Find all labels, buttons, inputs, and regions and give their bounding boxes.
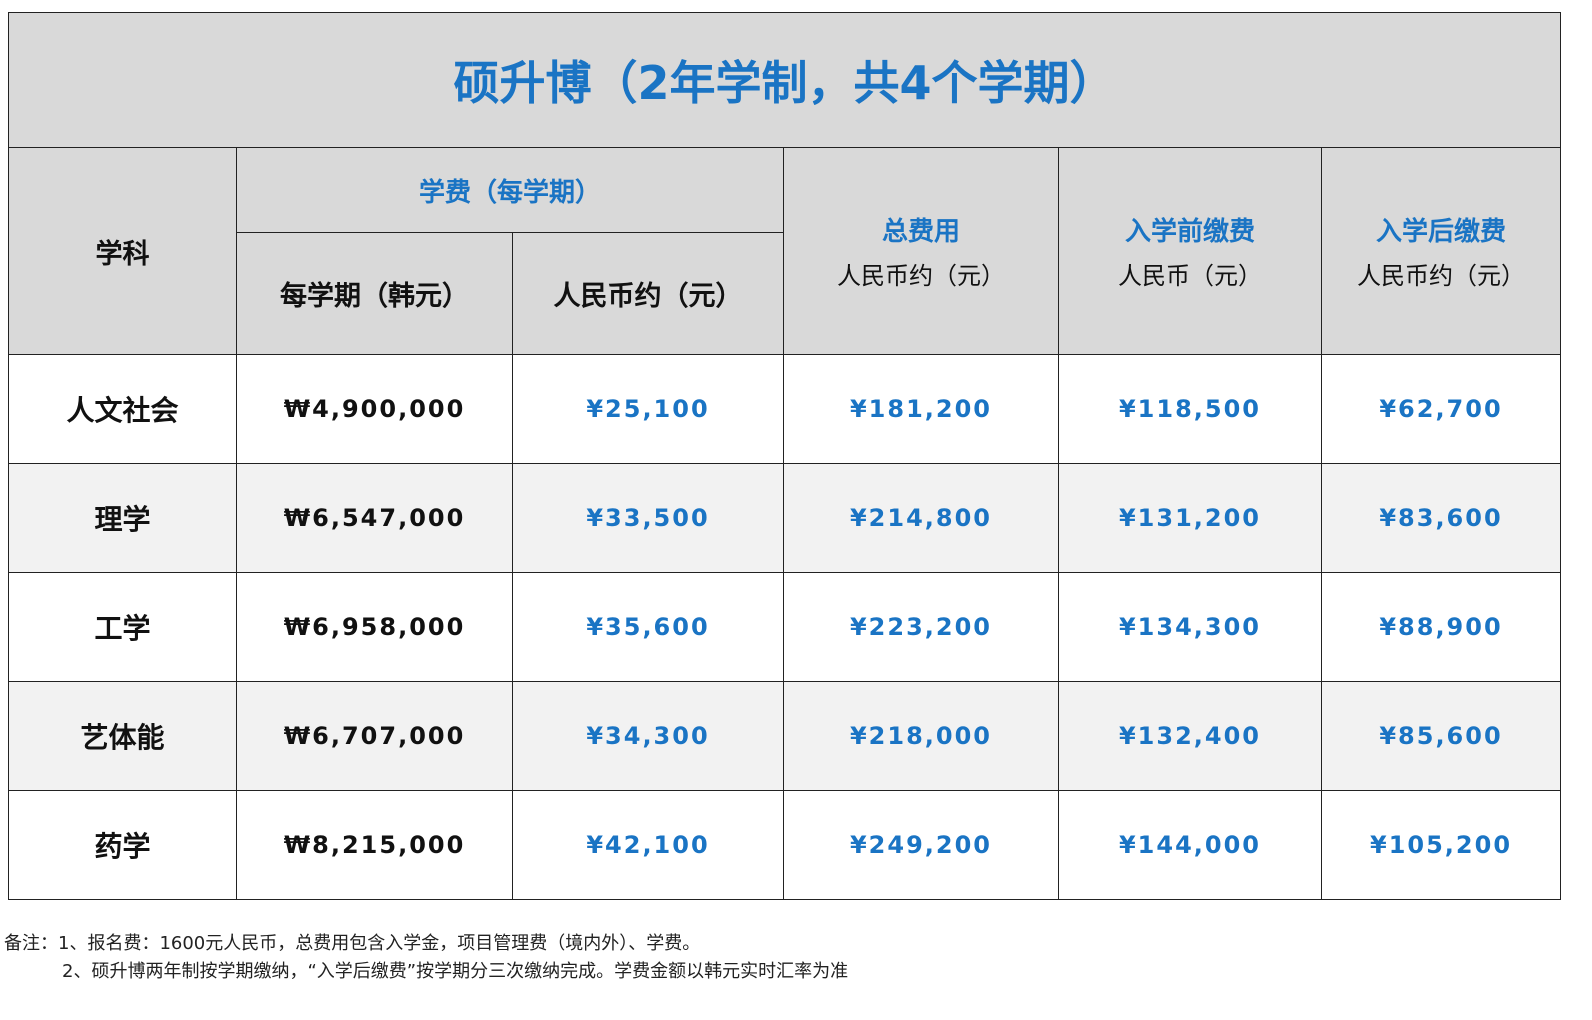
header-after-label: 入学后缴费: [1376, 217, 1507, 247]
subject-cell: 人文社会: [8, 354, 237, 464]
notes: 备注：1、报名费：1600元人民币，总费用包含入学金，项目管理费（境内外）、学费…: [4, 930, 848, 986]
cny-cell: ¥33,500: [512, 463, 784, 573]
total-cell: ¥181,200: [783, 354, 1059, 464]
header-tuition-group: 学费（每学期）: [236, 146, 784, 234]
total-cell: ¥214,800: [783, 463, 1059, 573]
before-cell: ¥118,500: [1058, 354, 1322, 464]
subject-cell: 理学: [8, 463, 237, 573]
subject-cell: 药学: [8, 790, 237, 900]
before-cell: ¥134,300: [1058, 572, 1322, 682]
header-before-unit: 人民币（元）: [1118, 262, 1262, 290]
before-cell: ¥131,200: [1058, 463, 1322, 573]
table-title: 硕升博（2年学制，共4个学期）: [7, 12, 1562, 148]
header-total: 总费用 人民币约（元）: [783, 147, 1059, 355]
header-subject: 学科: [8, 147, 237, 355]
krw-cell: ₩6,707,000: [236, 681, 513, 791]
cny-cell: ¥42,100: [512, 790, 784, 900]
header-after-unit: 人民币约（元）: [1357, 262, 1525, 290]
fee-table: 硕升博（2年学制，共4个学期） 学科 学费（每学期） 总费用 人民币约（元） 入…: [7, 12, 1562, 900]
subject-cell: 工学: [8, 572, 237, 682]
total-cell: ¥249,200: [783, 790, 1059, 900]
note-line-1: 备注：1、报名费：1600元人民币，总费用包含入学金，项目管理费（境内外）、学费…: [4, 933, 701, 954]
header-before: 入学前缴费 人民币（元）: [1058, 147, 1322, 355]
table-row: 工学 ₩6,958,000 ¥35,600 ¥223,200 ¥134,300 …: [8, 572, 1562, 682]
table-row: 艺体能 ₩6,707,000 ¥34,300 ¥218,000 ¥132,400…: [8, 681, 1562, 791]
krw-cell: ₩6,547,000: [236, 463, 513, 573]
total-cell: ¥218,000: [783, 681, 1059, 791]
cny-cell: ¥25,100: [512, 354, 784, 464]
cny-cell: ¥34,300: [512, 681, 784, 791]
cny-cell: ¥35,600: [512, 572, 784, 682]
note-line-2: 2、硕升博两年制按学期缴纳，“入学后缴费”按学期分三次缴纳完成。学费金额以韩元实…: [62, 961, 849, 982]
after-cell: ¥105,200: [1320, 790, 1562, 900]
table-row: 理学 ₩6,547,000 ¥33,500 ¥214,800 ¥131,200 …: [8, 463, 1562, 573]
before-cell: ¥144,000: [1058, 790, 1322, 900]
total-cell: ¥223,200: [783, 572, 1059, 682]
after-cell: ¥85,600: [1320, 681, 1562, 791]
after-cell: ¥62,700: [1320, 354, 1562, 464]
table-row: 药学 ₩8,215,000 ¥42,100 ¥249,200 ¥144,000 …: [8, 790, 1562, 900]
fee-table-container: 硕升博（2年学制，共4个学期） 学科 学费（每学期） 总费用 人民币约（元） 入…: [7, 12, 1562, 900]
subject-cell: 艺体能: [8, 681, 237, 791]
header-before-label: 入学前缴费: [1124, 217, 1255, 247]
table-row: 人文社会 ₩4,900,000 ¥25,100 ¥181,200 ¥118,50…: [8, 354, 1562, 464]
before-cell: ¥132,400: [1058, 681, 1322, 791]
after-cell: ¥88,900: [1320, 572, 1562, 682]
header-total-unit: 人民币约（元）: [837, 262, 1005, 290]
header-per-term-krw: 每学期（韩元）: [236, 232, 513, 355]
after-cell: ¥83,600: [1320, 463, 1562, 573]
krw-cell: ₩8,215,000: [236, 790, 513, 900]
krw-cell: ₩4,900,000: [236, 354, 513, 464]
header-per-term-cny: 人民币约（元）: [512, 232, 784, 355]
header-after: 入学后缴费 人民币约（元）: [1320, 147, 1562, 355]
header-total-label: 总费用: [881, 217, 960, 247]
krw-cell: ₩6,958,000: [236, 572, 513, 682]
